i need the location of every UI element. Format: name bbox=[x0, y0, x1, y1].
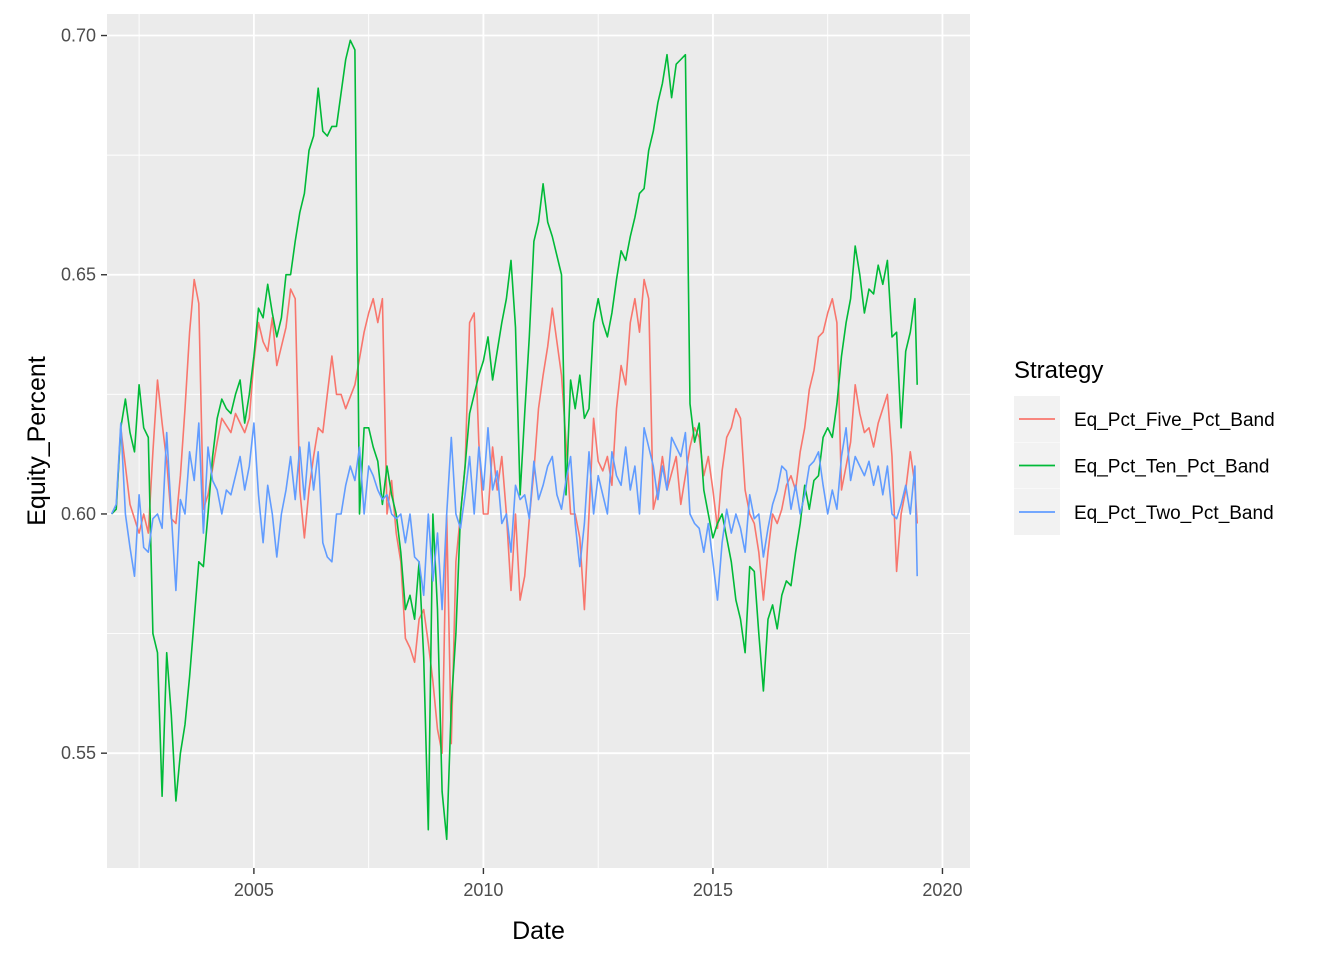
y-tick-label: 0.65 bbox=[61, 265, 96, 285]
minor-gridlines bbox=[107, 14, 970, 868]
legend-entry-label: Eq_Pct_Five_Pct_Band bbox=[1074, 410, 1275, 431]
legend-entry-label: Eq_Pct_Two_Pct_Band bbox=[1074, 503, 1274, 524]
x-tick-label: 2005 bbox=[234, 880, 274, 900]
y-axis-ticks: 0.55 0.60 0.65 0.70 bbox=[61, 26, 107, 763]
series-line-Eq_Pct_Ten_Pct_Band bbox=[111, 39, 918, 841]
legend-title: Strategy bbox=[1014, 357, 1103, 384]
x-tick-label: 2010 bbox=[463, 880, 503, 900]
series-line-Eq_Pct_Two_Pct_Band bbox=[110, 422, 918, 611]
legend-entry-label: Eq_Pct_Ten_Pct_Band bbox=[1074, 457, 1269, 478]
series-line-Eq_Pct_Five_Pct_Band bbox=[111, 278, 918, 754]
x-tick-label: 2020 bbox=[922, 880, 962, 900]
y-tick-label: 0.55 bbox=[61, 743, 96, 763]
x-tick-label: 2015 bbox=[693, 880, 733, 900]
x-axis-title: Date bbox=[512, 917, 565, 945]
legend: Strategy Eq_Pct_Five_Pct_Band Eq_Pct_Ten_… bbox=[1014, 357, 1275, 535]
x-axis-ticks: 2005 2010 2015 2020 bbox=[234, 868, 962, 900]
plot-panel bbox=[107, 14, 970, 868]
y-tick-label: 0.60 bbox=[61, 504, 96, 524]
major-gridlines bbox=[107, 14, 970, 868]
series-lines bbox=[110, 39, 918, 841]
y-axis-title: Equity_Percent bbox=[23, 356, 51, 526]
y-tick-label: 0.70 bbox=[61, 26, 96, 46]
